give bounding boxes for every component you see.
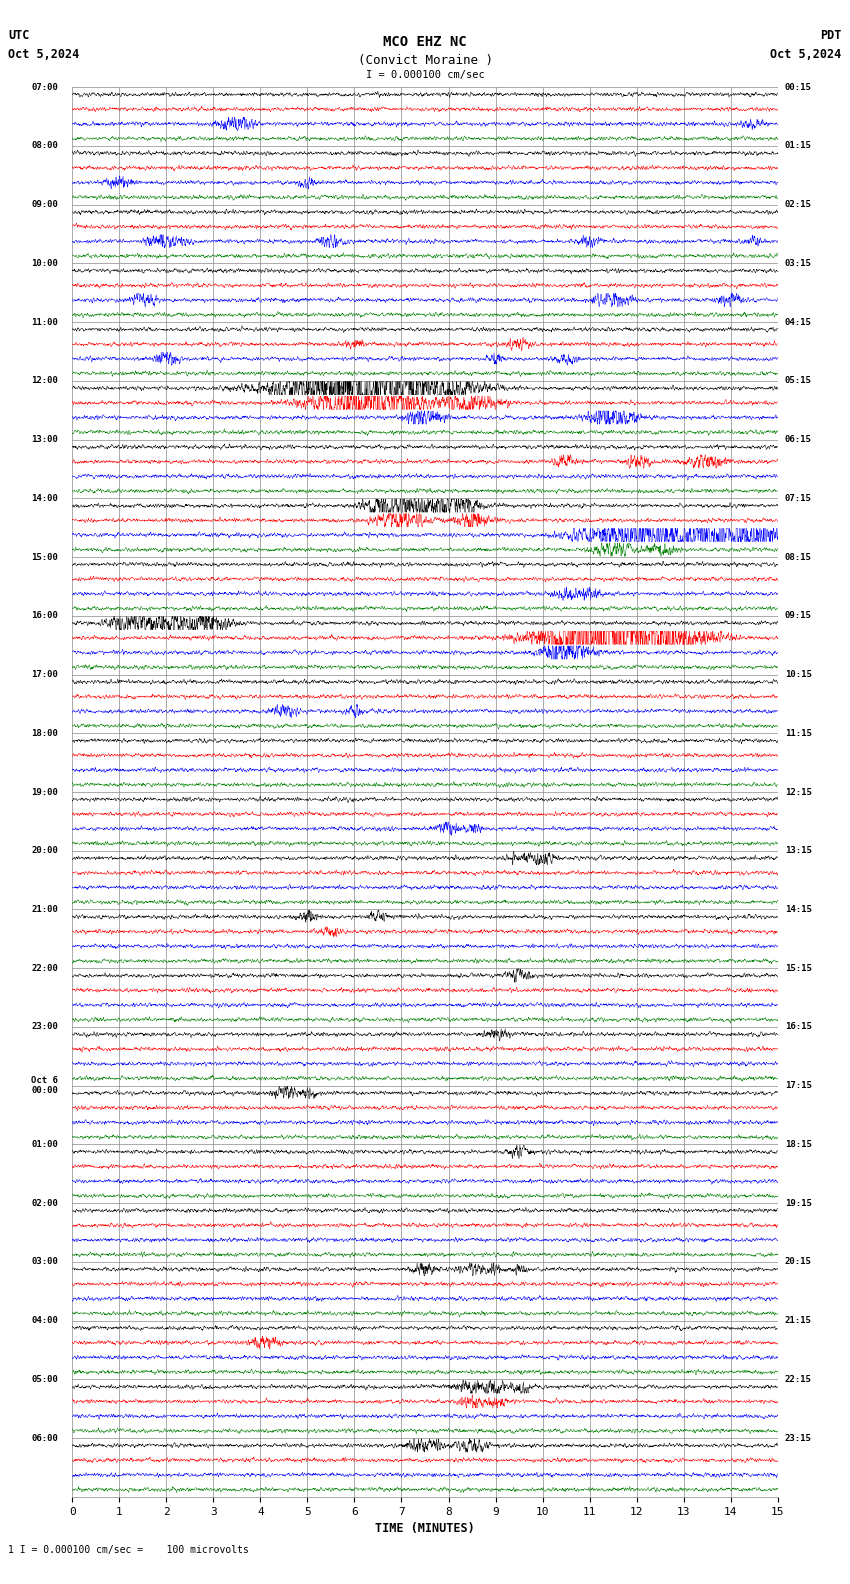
- Text: 07:00: 07:00: [31, 82, 58, 92]
- Text: 08:15: 08:15: [785, 553, 812, 562]
- Text: 05:15: 05:15: [785, 377, 812, 385]
- Text: 21:15: 21:15: [785, 1316, 812, 1326]
- Text: 10:15: 10:15: [785, 670, 812, 680]
- Text: 04:15: 04:15: [785, 317, 812, 326]
- Text: (Convict Moraine ): (Convict Moraine ): [358, 54, 492, 67]
- Text: Oct 5,2024: Oct 5,2024: [770, 48, 842, 60]
- Text: 11:15: 11:15: [785, 729, 812, 738]
- Text: 21:00: 21:00: [31, 904, 58, 914]
- Text: 23:15: 23:15: [785, 1434, 812, 1443]
- Text: 13:00: 13:00: [31, 436, 58, 444]
- Text: 14:15: 14:15: [785, 904, 812, 914]
- Text: 19:00: 19:00: [31, 787, 58, 797]
- Text: 01:00: 01:00: [31, 1140, 58, 1148]
- Text: MCO EHZ NC: MCO EHZ NC: [383, 35, 467, 49]
- Text: I = 0.000100 cm/sec: I = 0.000100 cm/sec: [366, 70, 484, 79]
- Text: 06:00: 06:00: [31, 1434, 58, 1443]
- Text: PDT: PDT: [820, 29, 842, 41]
- Text: 10:00: 10:00: [31, 258, 58, 268]
- Text: 07:15: 07:15: [785, 494, 812, 502]
- Text: 19:15: 19:15: [785, 1199, 812, 1207]
- Text: 11:00: 11:00: [31, 317, 58, 326]
- Text: 20:00: 20:00: [31, 846, 58, 855]
- Text: UTC: UTC: [8, 29, 30, 41]
- Text: 03:15: 03:15: [785, 258, 812, 268]
- Text: 16:00: 16:00: [31, 611, 58, 621]
- X-axis label: TIME (MINUTES): TIME (MINUTES): [375, 1522, 475, 1535]
- Text: 17:15: 17:15: [785, 1082, 812, 1090]
- Text: 18:15: 18:15: [785, 1140, 812, 1148]
- Text: 06:15: 06:15: [785, 436, 812, 444]
- Text: 1 I = 0.000100 cm/sec =    100 microvolts: 1 I = 0.000100 cm/sec = 100 microvolts: [8, 1546, 249, 1555]
- Text: 09:00: 09:00: [31, 200, 58, 209]
- Text: 08:00: 08:00: [31, 141, 58, 150]
- Text: 12:15: 12:15: [785, 787, 812, 797]
- Text: Oct 6
00:00: Oct 6 00:00: [31, 1076, 58, 1096]
- Text: 12:00: 12:00: [31, 377, 58, 385]
- Text: 20:15: 20:15: [785, 1258, 812, 1267]
- Text: 05:00: 05:00: [31, 1375, 58, 1384]
- Text: 02:00: 02:00: [31, 1199, 58, 1207]
- Text: 13:15: 13:15: [785, 846, 812, 855]
- Text: 23:00: 23:00: [31, 1022, 58, 1031]
- Text: 18:00: 18:00: [31, 729, 58, 738]
- Text: 16:15: 16:15: [785, 1022, 812, 1031]
- Text: 03:00: 03:00: [31, 1258, 58, 1267]
- Text: 22:15: 22:15: [785, 1375, 812, 1384]
- Text: Oct 5,2024: Oct 5,2024: [8, 48, 80, 60]
- Text: 17:00: 17:00: [31, 670, 58, 680]
- Text: 02:15: 02:15: [785, 200, 812, 209]
- Text: 04:00: 04:00: [31, 1316, 58, 1326]
- Text: 15:15: 15:15: [785, 963, 812, 973]
- Text: 01:15: 01:15: [785, 141, 812, 150]
- Text: 14:00: 14:00: [31, 494, 58, 502]
- Text: 22:00: 22:00: [31, 963, 58, 973]
- Text: 15:00: 15:00: [31, 553, 58, 562]
- Text: 00:15: 00:15: [785, 82, 812, 92]
- Text: 09:15: 09:15: [785, 611, 812, 621]
